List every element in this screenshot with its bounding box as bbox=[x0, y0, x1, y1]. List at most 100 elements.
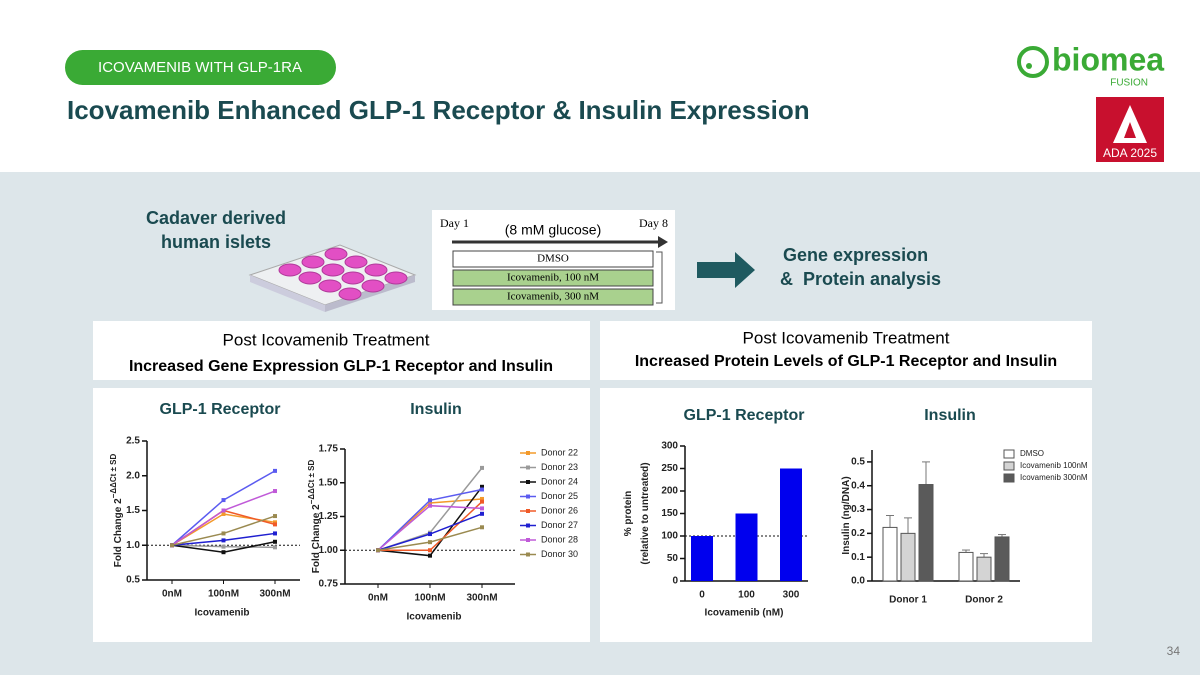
bar bbox=[958, 551, 974, 582]
y-axis-label-part: −ΔΔCt ± SD bbox=[109, 454, 118, 499]
point bbox=[273, 539, 277, 544]
point bbox=[480, 525, 484, 530]
point bbox=[480, 487, 484, 492]
y-tick-label: 0.5 bbox=[126, 575, 140, 586]
x-tick-label: Donor 1 bbox=[889, 595, 927, 606]
ada-text: ADA 2025 bbox=[1103, 146, 1157, 160]
arm-bracket bbox=[656, 251, 663, 304]
point bbox=[480, 511, 484, 516]
page-number: 34 bbox=[1167, 644, 1181, 658]
legend-label: Donor 26 bbox=[541, 505, 578, 515]
y-tick-label: 0.2 bbox=[851, 528, 865, 539]
source-label: human islets bbox=[161, 232, 271, 252]
legend-label: DMSO bbox=[1020, 449, 1044, 458]
outcome-label: & Protein analysis bbox=[780, 269, 941, 289]
point bbox=[273, 489, 277, 494]
point bbox=[428, 498, 432, 503]
legend-label: Donor 24 bbox=[541, 476, 578, 486]
y-tick-label: 0.75 bbox=[319, 579, 339, 590]
point bbox=[480, 499, 484, 504]
point bbox=[273, 531, 277, 536]
logo-mark bbox=[1017, 46, 1049, 78]
point bbox=[221, 498, 226, 503]
timeline-head bbox=[658, 236, 668, 248]
point bbox=[428, 532, 432, 537]
y-tick-label: 300 bbox=[661, 441, 678, 452]
x-tick-label: 0 bbox=[699, 590, 705, 601]
y-axis-label-part: (relative to untreated) bbox=[640, 462, 651, 564]
outcome-label: Gene expression bbox=[783, 245, 928, 265]
point bbox=[273, 545, 277, 550]
islet-plate bbox=[248, 244, 417, 312]
x-tick-label: 300 bbox=[783, 590, 800, 601]
legend-label: Icovamenib 100nM bbox=[1020, 461, 1088, 470]
point bbox=[273, 520, 277, 525]
arm-box bbox=[452, 250, 654, 268]
y-tick-label: 0.5 bbox=[851, 457, 865, 468]
arm-box bbox=[452, 269, 654, 287]
y-tick-label: 50 bbox=[667, 553, 679, 564]
x-tick-label: 100nM bbox=[208, 589, 239, 600]
point bbox=[428, 548, 432, 553]
point bbox=[480, 506, 484, 511]
bar bbox=[918, 484, 934, 582]
y-axis-label: Fold Change 2−ΔΔCt ± SD bbox=[307, 460, 322, 574]
arm-label: Icovamenib, 300 nM bbox=[507, 291, 599, 303]
point bbox=[221, 550, 226, 555]
y-axis-label-part: Fold Change 2 bbox=[113, 498, 124, 567]
point bbox=[376, 548, 380, 553]
badge-text: ICOVAMENIB WITH GLP-1RA bbox=[98, 59, 302, 76]
point bbox=[221, 544, 226, 549]
y-axis-label-part: Fold Change 2 bbox=[311, 504, 322, 573]
y-tick-label: 0.4 bbox=[851, 480, 865, 491]
logo: biomea bbox=[1052, 41, 1164, 77]
panel-heading: Increased Protein Levels of GLP-1 Recept… bbox=[635, 353, 1057, 370]
point bbox=[480, 484, 484, 489]
legend-marker bbox=[526, 494, 530, 499]
slide-title: Icovamenib Enhanced GLP-1 Receptor & Ins… bbox=[67, 95, 810, 125]
y-tick-label: 1.25 bbox=[319, 511, 339, 522]
legend-swatch bbox=[1003, 473, 1015, 483]
logo-sub: FUSION bbox=[1110, 78, 1148, 89]
chart-title: Insulin bbox=[410, 401, 462, 418]
point bbox=[480, 465, 484, 470]
day-end: Day 8 bbox=[639, 216, 668, 230]
panel-header bbox=[93, 321, 590, 380]
point bbox=[428, 501, 432, 505]
x-tick-label: 0nM bbox=[162, 589, 182, 600]
point bbox=[273, 514, 277, 519]
arrow bbox=[697, 252, 755, 288]
panel-header bbox=[600, 321, 1092, 380]
chart-title: GLP-1 Receptor bbox=[160, 401, 281, 418]
y-tick-label: 200 bbox=[661, 486, 678, 497]
x-axis-label: Icovamenib bbox=[194, 608, 249, 619]
x-tick-label: 100 bbox=[738, 590, 755, 601]
y-tick-label: 0.1 bbox=[851, 552, 865, 563]
legend-marker bbox=[526, 523, 530, 528]
x-tick-label: 100nM bbox=[414, 593, 445, 604]
bar bbox=[994, 536, 1010, 582]
legend-swatch bbox=[1003, 461, 1015, 471]
point bbox=[428, 503, 432, 508]
y-axis-label-part: −ΔΔCt ± SD bbox=[307, 460, 316, 505]
y-axis-label: % protein (relative to untreated) bbox=[623, 462, 651, 564]
legend-label: Donor 23 bbox=[541, 462, 578, 472]
point bbox=[221, 511, 226, 516]
y-tick-label: 0 bbox=[672, 576, 678, 587]
panel-subtitle: Post Icovamenib Treatment bbox=[743, 328, 950, 347]
condition: (8 mM glucose) bbox=[505, 222, 601, 238]
y-tick-label: 2.5 bbox=[126, 436, 140, 447]
arm-box bbox=[452, 288, 654, 306]
source-label: Cadaver derived bbox=[146, 208, 286, 228]
point bbox=[221, 538, 226, 543]
x-tick-label: Donor 2 bbox=[965, 595, 1003, 606]
bar bbox=[735, 513, 758, 581]
legend-label: Donor 22 bbox=[541, 447, 578, 457]
ada-icon bbox=[1113, 105, 1147, 143]
bar bbox=[976, 556, 992, 582]
x-axis-label: Icovamenib bbox=[406, 612, 461, 623]
legend-swatch bbox=[1003, 449, 1015, 459]
y-tick-label: 1.0 bbox=[126, 540, 140, 551]
bar bbox=[900, 532, 916, 582]
